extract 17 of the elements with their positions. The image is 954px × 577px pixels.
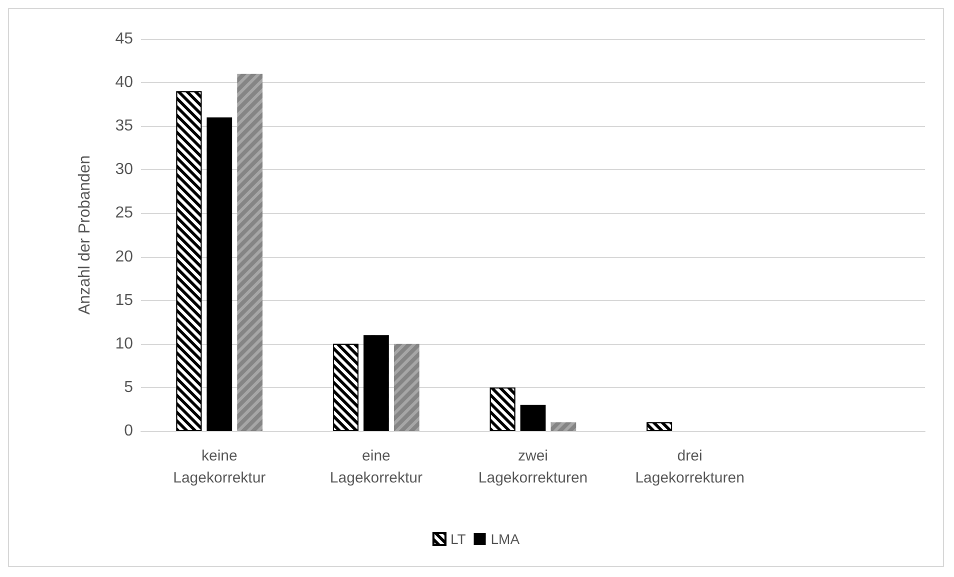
x-tick-label: keine Lagekorrektur (173, 448, 266, 486)
y-tick-label: 35 (115, 118, 134, 135)
y-tick-label: 45 (115, 30, 134, 48)
y-tick-label: 15 (115, 292, 134, 309)
legend-label: LMA (490, 531, 520, 547)
y-tick-label: 40 (115, 74, 134, 92)
y-tick-label: 20 (115, 248, 134, 266)
x-tick-label: zwei Lagekorrekturen (478, 448, 588, 486)
legend-label: LT (450, 531, 466, 547)
x-tick-label: eine Lagekorrektur (330, 448, 422, 486)
y-tick-label: 25 (115, 204, 134, 222)
y-tick-label: 5 (124, 378, 134, 396)
y-axis-title: Anzahl der Probanden (76, 155, 94, 315)
y-tick-label: 0 (124, 422, 134, 440)
y-tick-label: 10 (115, 335, 134, 352)
x-tick-label: drei Lagekorrekturen (635, 448, 744, 486)
y-tick-label: 30 (115, 161, 134, 178)
